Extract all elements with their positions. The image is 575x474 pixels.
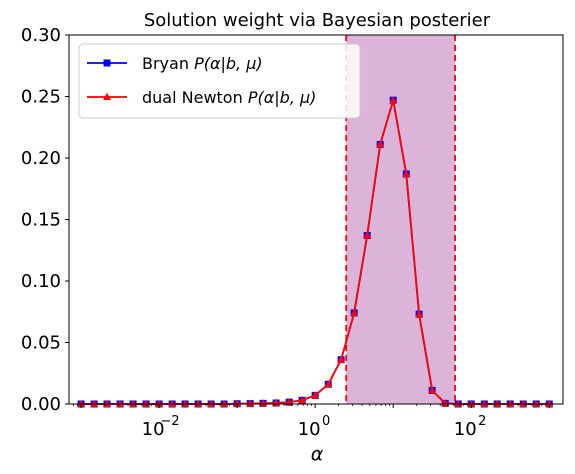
marker-triangle bbox=[519, 399, 528, 407]
marker-triangle bbox=[532, 399, 541, 407]
marker-triangle bbox=[246, 399, 255, 407]
legend: Bryan P(α|b, μ)dual Newton P(α|b, μ) bbox=[78, 43, 361, 119]
marker-triangle bbox=[103, 399, 112, 407]
marker-triangle bbox=[454, 399, 463, 407]
marker-triangle bbox=[155, 399, 164, 407]
marker-triangle bbox=[324, 380, 333, 388]
marker-triangle bbox=[142, 399, 151, 407]
y-tick-label: 0.30 bbox=[21, 25, 61, 46]
marker-triangle bbox=[415, 310, 424, 318]
marker-triangle bbox=[467, 399, 476, 407]
shaded-region bbox=[346, 35, 456, 404]
y-tick-label: 0.25 bbox=[21, 87, 61, 108]
marker-triangle bbox=[168, 399, 177, 407]
marker-triangle bbox=[337, 355, 346, 363]
marker-triangle bbox=[402, 169, 411, 177]
marker-triangle bbox=[77, 399, 86, 407]
legend-box bbox=[78, 43, 361, 119]
marker-triangle bbox=[363, 231, 372, 239]
marker-triangle bbox=[207, 399, 216, 407]
legend-label-prefix: Bryan bbox=[142, 54, 194, 73]
marker-triangle bbox=[285, 397, 294, 406]
chart-title: Solution weight via Bayesian posterier bbox=[144, 10, 491, 31]
marker-triangle bbox=[129, 399, 138, 407]
marker-triangle bbox=[480, 399, 489, 407]
x-tick-label: 10 bbox=[454, 419, 477, 440]
y-tick-label: 0.05 bbox=[21, 333, 61, 354]
marker-triangle bbox=[90, 399, 99, 407]
y-tick-label: 0.00 bbox=[21, 394, 61, 415]
marker-triangle bbox=[220, 399, 229, 407]
legend-label-1: dual Newton P(α|b, μ) bbox=[142, 88, 316, 107]
marker-triangle bbox=[545, 399, 554, 407]
x-tick-exponent: −2 bbox=[161, 414, 180, 429]
legend-label-0: Bryan P(α|b, μ) bbox=[142, 54, 263, 73]
y-tick-label: 0.20 bbox=[21, 148, 61, 169]
x-axis-label: α bbox=[311, 443, 324, 465]
marker-triangle bbox=[389, 95, 398, 104]
marker-triangle bbox=[376, 140, 385, 148]
series-line-0 bbox=[81, 99, 550, 405]
marker-triangle bbox=[441, 399, 450, 407]
marker-triangle bbox=[311, 391, 320, 399]
marker-triangle bbox=[428, 386, 437, 394]
legend-marker-square bbox=[103, 59, 111, 67]
legend-label-math: P(α|b, μ) bbox=[194, 54, 263, 73]
x-tick-exponent: 2 bbox=[478, 414, 486, 429]
marker-triangle bbox=[181, 399, 190, 407]
x-tick-label: 10 bbox=[298, 419, 321, 440]
legend-label-math: P(α|b, μ) bbox=[248, 88, 317, 107]
x-tick-exponent: 0 bbox=[322, 414, 330, 429]
marker-triangle bbox=[259, 399, 268, 407]
y-tick-label: 0.15 bbox=[21, 210, 61, 231]
marker-triangle bbox=[298, 396, 307, 404]
marker-triangle bbox=[493, 399, 502, 407]
x-tick-label: 10 bbox=[142, 419, 165, 440]
legend-label-prefix: dual Newton bbox=[142, 88, 248, 107]
marker-triangle bbox=[350, 308, 359, 316]
marker-triangle bbox=[233, 399, 242, 407]
legend-marker-triangle bbox=[103, 92, 111, 100]
y-tick-label: 0.10 bbox=[21, 271, 61, 292]
series-line-1 bbox=[81, 99, 550, 405]
